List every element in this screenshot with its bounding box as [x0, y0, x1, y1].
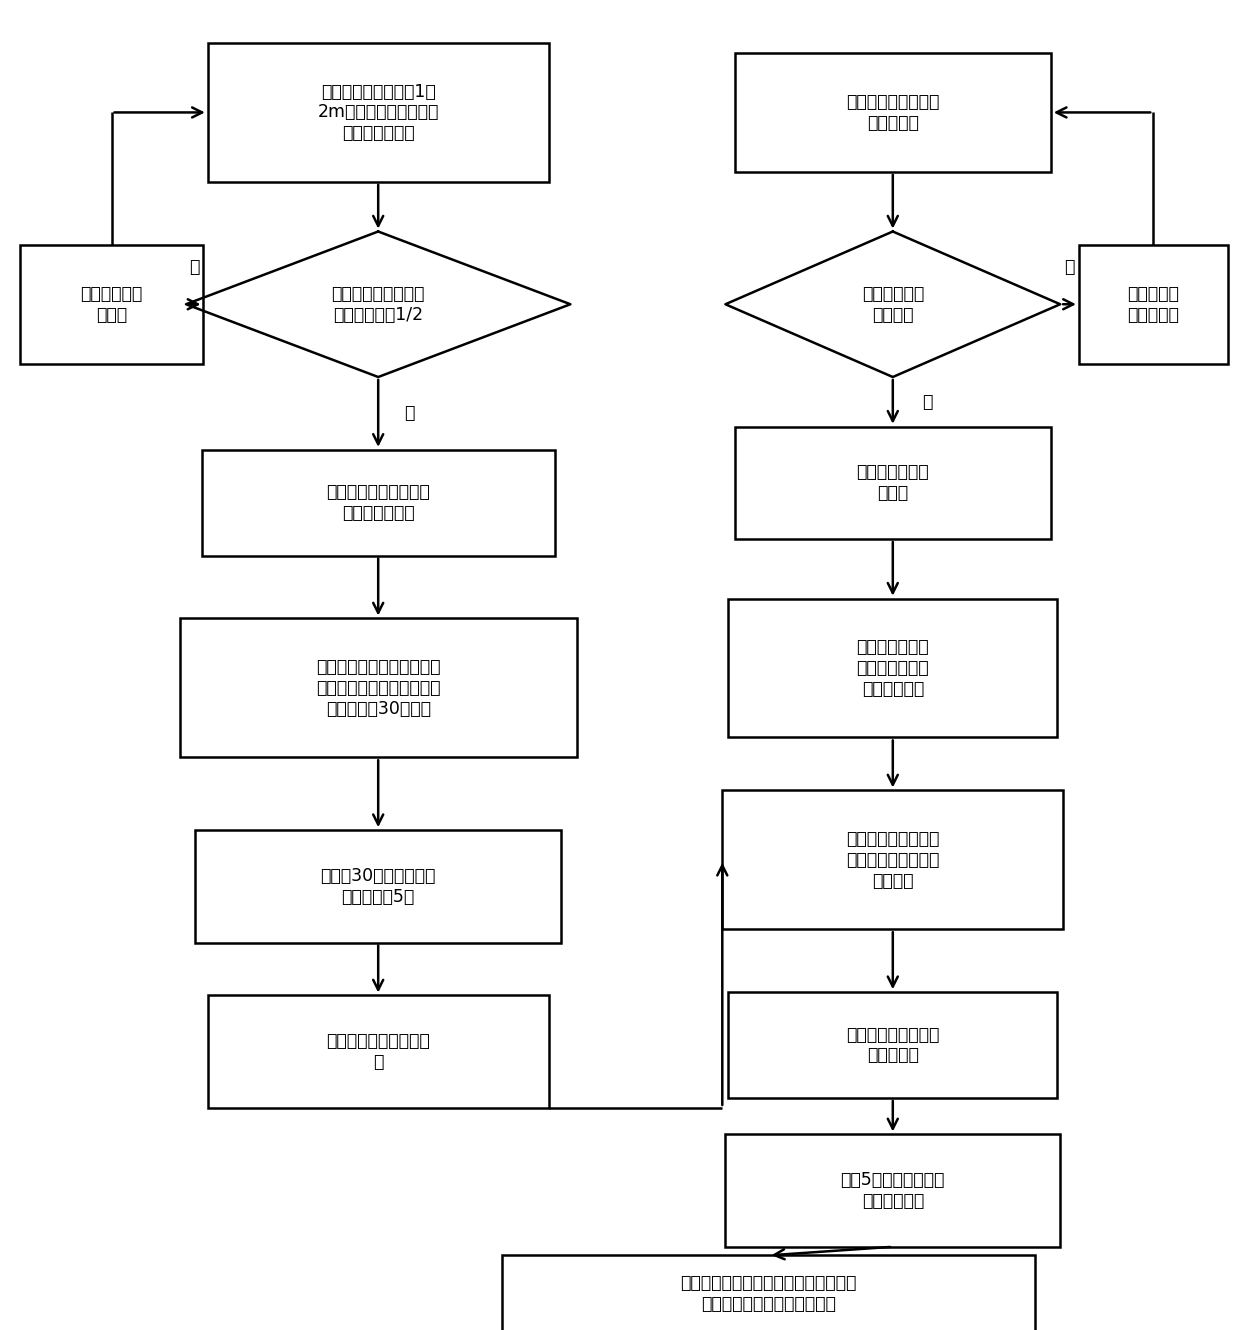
Text: 对每组样本进行标定计
算: 对每组样本进行标定计 算: [326, 1032, 430, 1071]
Text: 否: 否: [1064, 258, 1075, 277]
Text: 取重投影误差最小的一组的计算结果作
为最终相机内参数及畸变系数: 取重投影误差最小的一组的计算结果作 为最终相机内参数及畸变系数: [681, 1274, 857, 1313]
Text: 所有特征圆均
提取成功: 所有特征圆均 提取成功: [862, 285, 924, 323]
Text: 比较5组测试样本的平
均重投影误差: 比较5组测试样本的平 均重投影误差: [841, 1172, 945, 1210]
Bar: [502, 1256, 1035, 1330]
Text: 交叉验证一组中两部
分测试样本的平均重
投影误差: 交叉验证一组中两部 分测试样本的平均重 投影误差: [846, 830, 940, 890]
Bar: [722, 790, 1064, 930]
Text: 旋紧调焦及光圈螺钉，
无特殊情况勿动: 旋紧调焦及光圈螺钉， 无特殊情况勿动: [326, 483, 430, 523]
Bar: [728, 992, 1056, 1099]
Bar: [20, 245, 203, 364]
Text: 成像清晰完整且靶标
图占比不小于1/2: 成像清晰完整且靶标 图占比不小于1/2: [331, 285, 425, 323]
Text: 否: 否: [190, 258, 200, 277]
Bar: [734, 53, 1052, 172]
Bar: [180, 618, 577, 757]
Bar: [734, 427, 1052, 539]
Bar: [1079, 245, 1228, 364]
Bar: [196, 830, 562, 943]
Text: 采用张正友标定
法计算相机内参
数及畸变系数: 采用张正友标定 法计算相机内参 数及畸变系数: [857, 638, 929, 698]
Text: 补拍未提取
成功的图像: 补拍未提取 成功的图像: [1127, 285, 1179, 323]
Bar: [201, 450, 556, 556]
Text: 提取每张图像的特征
圆像素坐标: 提取每张图像的特征 圆像素坐标: [846, 93, 940, 132]
Bar: [207, 43, 549, 182]
Text: 保留投影误差较小组
的相机参数: 保留投影误差较小组 的相机参数: [846, 1025, 940, 1064]
Text: 拍摄并保存一张图像，然后
适当调整成像角度和距离后
重复拍摄共30张图像: 拍摄并保存一张图像，然后 适当调整成像角度和距离后 重复拍摄共30张图像: [316, 658, 440, 718]
Bar: [725, 1134, 1060, 1246]
Bar: [728, 598, 1056, 737]
Text: 更换焦距更大
的镜头: 更换焦距更大 的镜头: [81, 285, 143, 323]
Text: 设置特征圆的世
界坐标: 设置特征圆的世 界坐标: [857, 463, 929, 503]
Text: 随机将30张图像分为两
部分，重复5次: 随机将30张图像分为两 部分，重复5次: [320, 867, 436, 906]
Text: 是: 是: [404, 404, 414, 423]
Text: 是: 是: [923, 392, 932, 411]
Text: 将靶标板置于距相机1至
2m处，调节镜头焦距、
光圈使成像清晰: 将靶标板置于距相机1至 2m处，调节镜头焦距、 光圈使成像清晰: [317, 82, 439, 142]
Bar: [207, 995, 549, 1108]
